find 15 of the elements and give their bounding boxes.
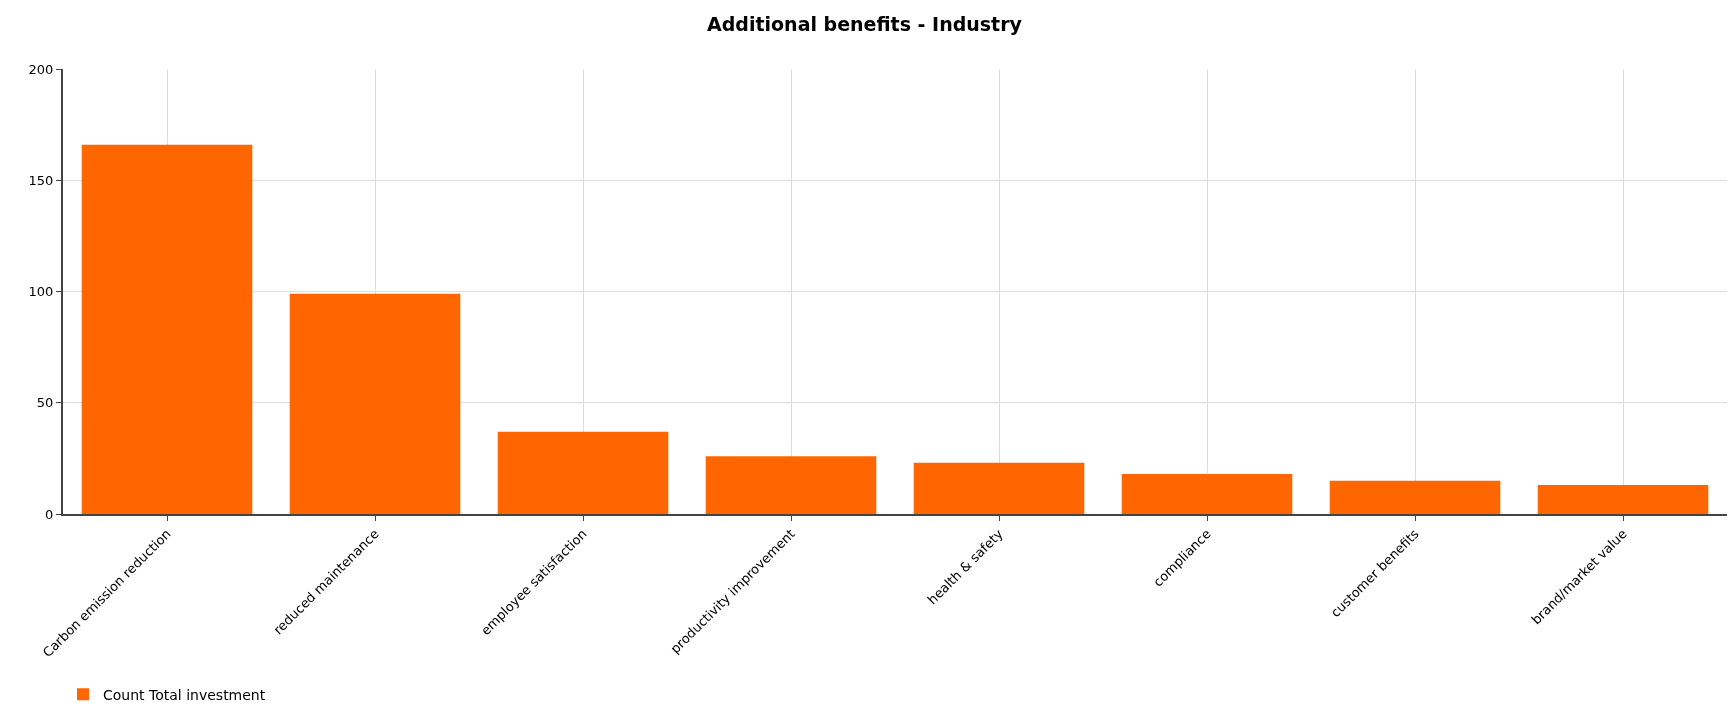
bar: [913, 462, 1085, 514]
chart-title: Additional benefits - Industry: [707, 13, 1023, 36]
bar: [1121, 473, 1293, 514]
bar: [1537, 485, 1709, 514]
bar: [497, 431, 669, 514]
bar: [1329, 480, 1501, 514]
y-tick-label: 150: [28, 172, 54, 188]
bar: [289, 293, 461, 514]
y-tick-label: 100: [28, 284, 54, 300]
y-tick-label: 50: [36, 395, 54, 411]
y-tick-label: 200: [28, 61, 54, 77]
bar: [705, 456, 877, 514]
legend-label: Count Total investment: [103, 686, 266, 703]
bar: [81, 144, 253, 514]
y-tick-label: 0: [45, 506, 54, 522]
